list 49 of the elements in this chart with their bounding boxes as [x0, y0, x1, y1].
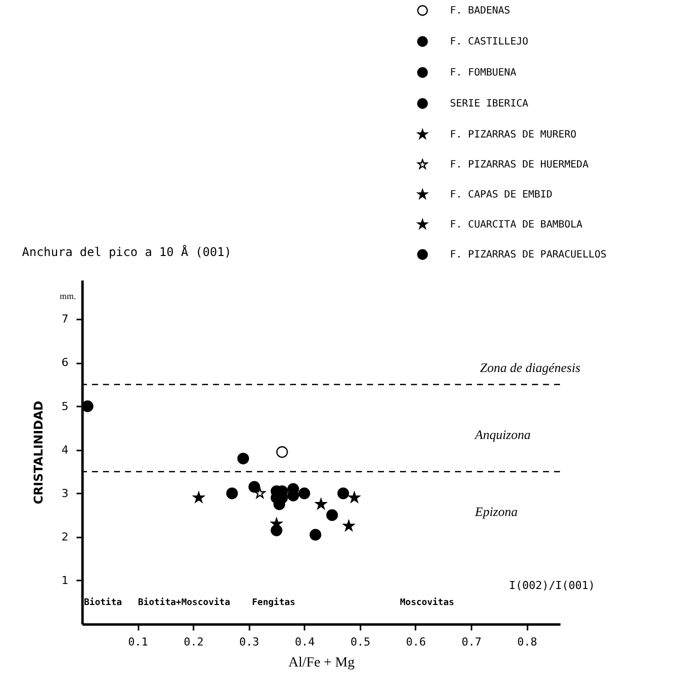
point: [337, 488, 350, 500]
point: [298, 488, 310, 500]
annotation: I(002)/I(001): [508, 579, 596, 592]
x-axis-title: Al/Fe + Mg: [288, 656, 355, 670]
annotation: Biotita+Moscovita: [138, 597, 230, 608]
legend-label: F. PIZARRAS DE MURERO: [450, 130, 576, 140]
legend-label: F. CAPAS DE EMBID: [450, 190, 552, 200]
y-axis-title: CRISTALINIDAD: [32, 400, 46, 504]
y-tick-label: 3: [62, 486, 68, 500]
x-tick-label: 0.8: [517, 636, 538, 648]
point: [193, 492, 204, 503]
y-tick-label: 5: [62, 400, 68, 413]
x-tick-label: 0.5: [350, 636, 370, 648]
point: [310, 528, 322, 541]
x-tick-label: 0.6: [406, 636, 426, 648]
annotation: Biotita: [84, 597, 122, 608]
point: [226, 488, 238, 500]
point: [315, 498, 327, 510]
annotation: Zona de diagénesis: [480, 360, 580, 375]
x-tick-label: 0.7: [462, 636, 482, 648]
annotation: Moscovitas: [400, 597, 454, 608]
legend-label: F. CASTILLEJO: [450, 36, 528, 48]
y-tick-label: 2: [62, 530, 68, 544]
legend-label: F. FOMBUENA: [450, 68, 516, 78]
point: [237, 452, 250, 464]
y-tick-label: 1: [62, 574, 68, 587]
legend-label: F. BADENAS: [450, 6, 510, 16]
annotation: Anquizona: [474, 427, 532, 442]
x-tick-label: 0.2: [184, 636, 204, 648]
text: mm.: [60, 291, 76, 301]
annotation: Epizona: [474, 504, 518, 519]
legend-label: F. CUARCITA DE BAMBOLA: [450, 220, 582, 230]
annotation: Fengitas: [252, 597, 296, 608]
x-tick-label: 0.4: [294, 636, 316, 648]
y-tick-label: 6: [62, 356, 68, 370]
x-tick-label: 0.3: [239, 636, 260, 648]
point: [343, 520, 354, 531]
point: [276, 446, 288, 458]
legend-label: SERIE IBERICA: [450, 98, 528, 110]
point: [348, 492, 360, 503]
legend-label: F. PIZARRAS DE PARACUELLOS: [450, 250, 607, 260]
point: [254, 488, 266, 498]
point: [326, 509, 338, 521]
point: [248, 481, 260, 493]
chart-title: Anchura del pico a 10 Å (001): [22, 244, 232, 259]
y-tick-label: 7: [62, 312, 68, 326]
legend-label: F. PIZARRAS DE HUERMEDA: [450, 160, 588, 170]
x-tick-label: 0.1: [128, 636, 148, 648]
y-tick-label: 4: [62, 443, 68, 456]
